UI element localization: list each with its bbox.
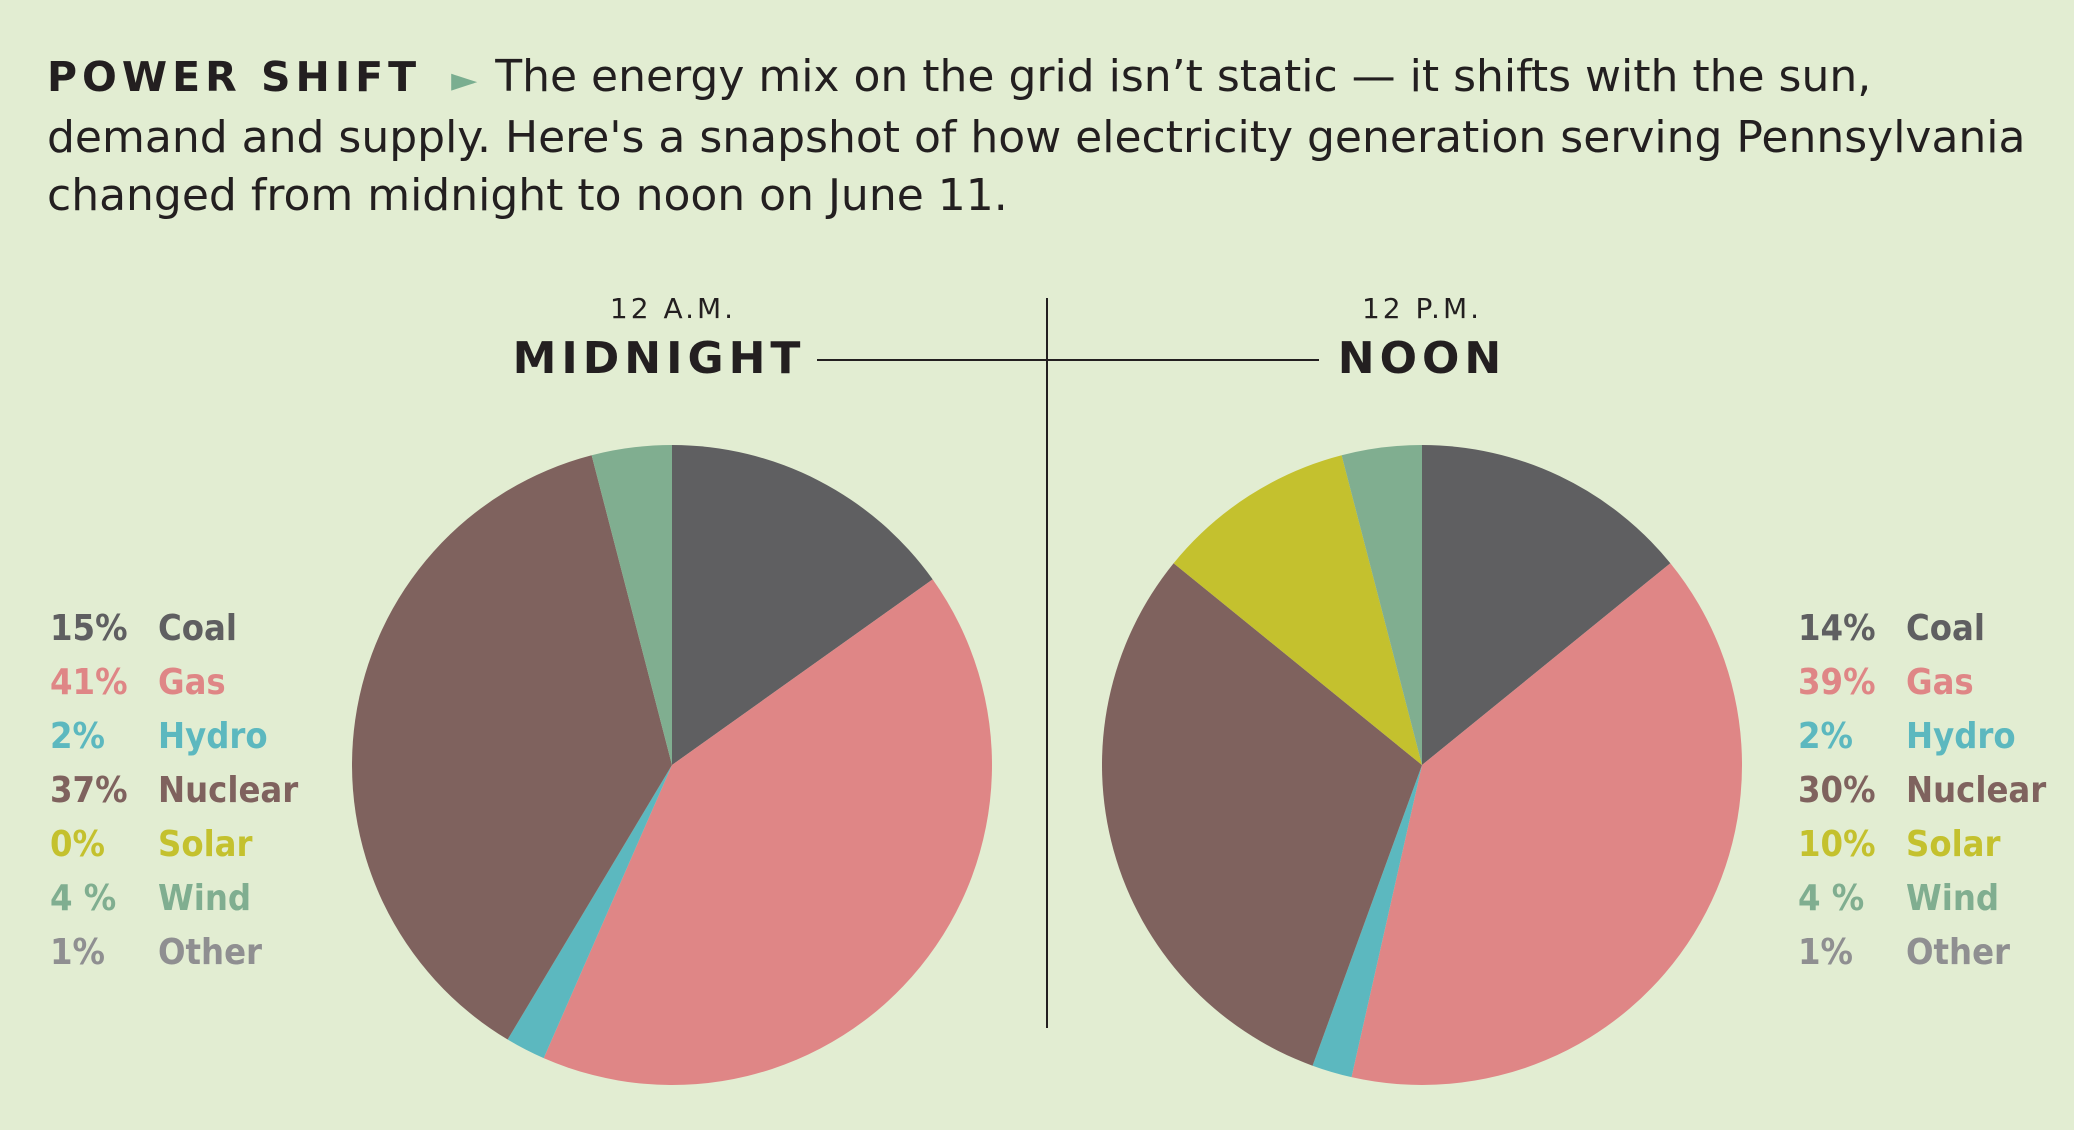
pie-slice-coal [672, 445, 933, 765]
legend-label: Solar [158, 824, 253, 865]
legend-label: Nuclear [158, 770, 299, 811]
legend-percent: 39% [1798, 662, 1876, 703]
legend-percent: 37% [50, 770, 128, 811]
noon-title: NOON [1337, 333, 1507, 384]
legend-row-hydro: 2% Hydro [50, 710, 298, 764]
legend-label: Coal [158, 608, 237, 649]
midnight-pie-chart [352, 445, 992, 1085]
legend-percent: 2% [50, 716, 105, 757]
legend-label: Hydro [1906, 716, 2016, 757]
pie-slice-wind [1341, 445, 1422, 765]
pie-slice-hydro [507, 765, 672, 1059]
kicker: POWER SHIFT [47, 53, 422, 101]
legend-percent: 30% [1798, 770, 1876, 811]
pie-slice-coal [1422, 445, 1671, 765]
legend-label: Other [158, 932, 263, 973]
legend-row-wind: 4 % Wind [1798, 872, 2046, 926]
legend-row-other: 1% Other [50, 926, 298, 980]
noon-pie-chart [1101, 445, 1743, 1086]
legend-label: Hydro [158, 716, 268, 757]
legend-percent: 41% [50, 662, 128, 703]
play-arrow-icon: ► [451, 60, 478, 100]
legend-percent: 2% [1798, 716, 1853, 757]
legend-label: Nuclear [1906, 770, 2047, 811]
intro-text: POWER SHIFT ► The energy mix on the grid i… [47, 48, 2027, 225]
legend-percent: 4 % [50, 878, 117, 919]
legend-row-nuclear: 37% Nuclear [50, 764, 298, 818]
legend-percent: 4 % [1798, 878, 1865, 919]
legend-row-wind: 4 % Wind [50, 872, 298, 926]
noon-time-label: 12 P.M. [1361, 292, 1482, 325]
intro-body: The energy mix on the grid isn’t static … [47, 51, 2026, 221]
midnight-time-label: 12 A.M. [609, 292, 737, 325]
legend-row-other: 1% Other [1798, 926, 2046, 980]
legend-percent: 15% [50, 608, 128, 649]
noon-legend: 14% Coal 39% Gas 2% Hydro 30% Nuclear 10% Solar 4 … [1798, 602, 2046, 980]
legend-row-solar: 0% Solar [50, 818, 298, 872]
legend-label: Solar [1906, 824, 2001, 865]
legend-label: Gas [158, 662, 226, 703]
pie-slice-gas [1351, 563, 1743, 1086]
legend-label: Other [1906, 932, 2011, 973]
pie-slice-nuclear [352, 455, 672, 1040]
pie-slice-hydro [1312, 765, 1422, 1078]
legend-percent: 0% [50, 824, 105, 865]
legend-percent: 1% [50, 932, 105, 973]
legend-label: Gas [1906, 662, 1974, 703]
legend-percent: 14% [1798, 608, 1876, 649]
midnight-title: MIDNIGHT [512, 333, 806, 384]
midnight-legend: 15% Coal 41% Gas 2% Hydro 37% Nuclear 0% Solar 4 %… [50, 602, 298, 980]
legend-percent: 1% [1798, 932, 1853, 973]
legend-row-hydro: 2% Hydro [1798, 710, 2046, 764]
legend-row-coal: 14% Coal [1798, 602, 2046, 656]
legend-row-coal: 15% Coal [50, 602, 298, 656]
legend-row-nuclear: 30% Nuclear [1798, 764, 2046, 818]
legend-percent: 10% [1798, 824, 1876, 865]
divider-line [1046, 298, 1048, 1028]
legend-label: Wind [158, 878, 252, 919]
legend-row-solar: 10% Solar [1798, 818, 2046, 872]
pie-slice-wind [591, 445, 672, 765]
legend-row-gas: 41% Gas [50, 656, 298, 710]
legend-row-gas: 39% Gas [1798, 656, 2046, 710]
pie-slice-gas [543, 579, 992, 1085]
pie-slice-solar [1173, 455, 1422, 765]
legend-label: Wind [1906, 878, 2000, 919]
pie-slice-nuclear [1101, 563, 1422, 1066]
legend-label: Coal [1906, 608, 1985, 649]
connector-line [817, 359, 1319, 361]
